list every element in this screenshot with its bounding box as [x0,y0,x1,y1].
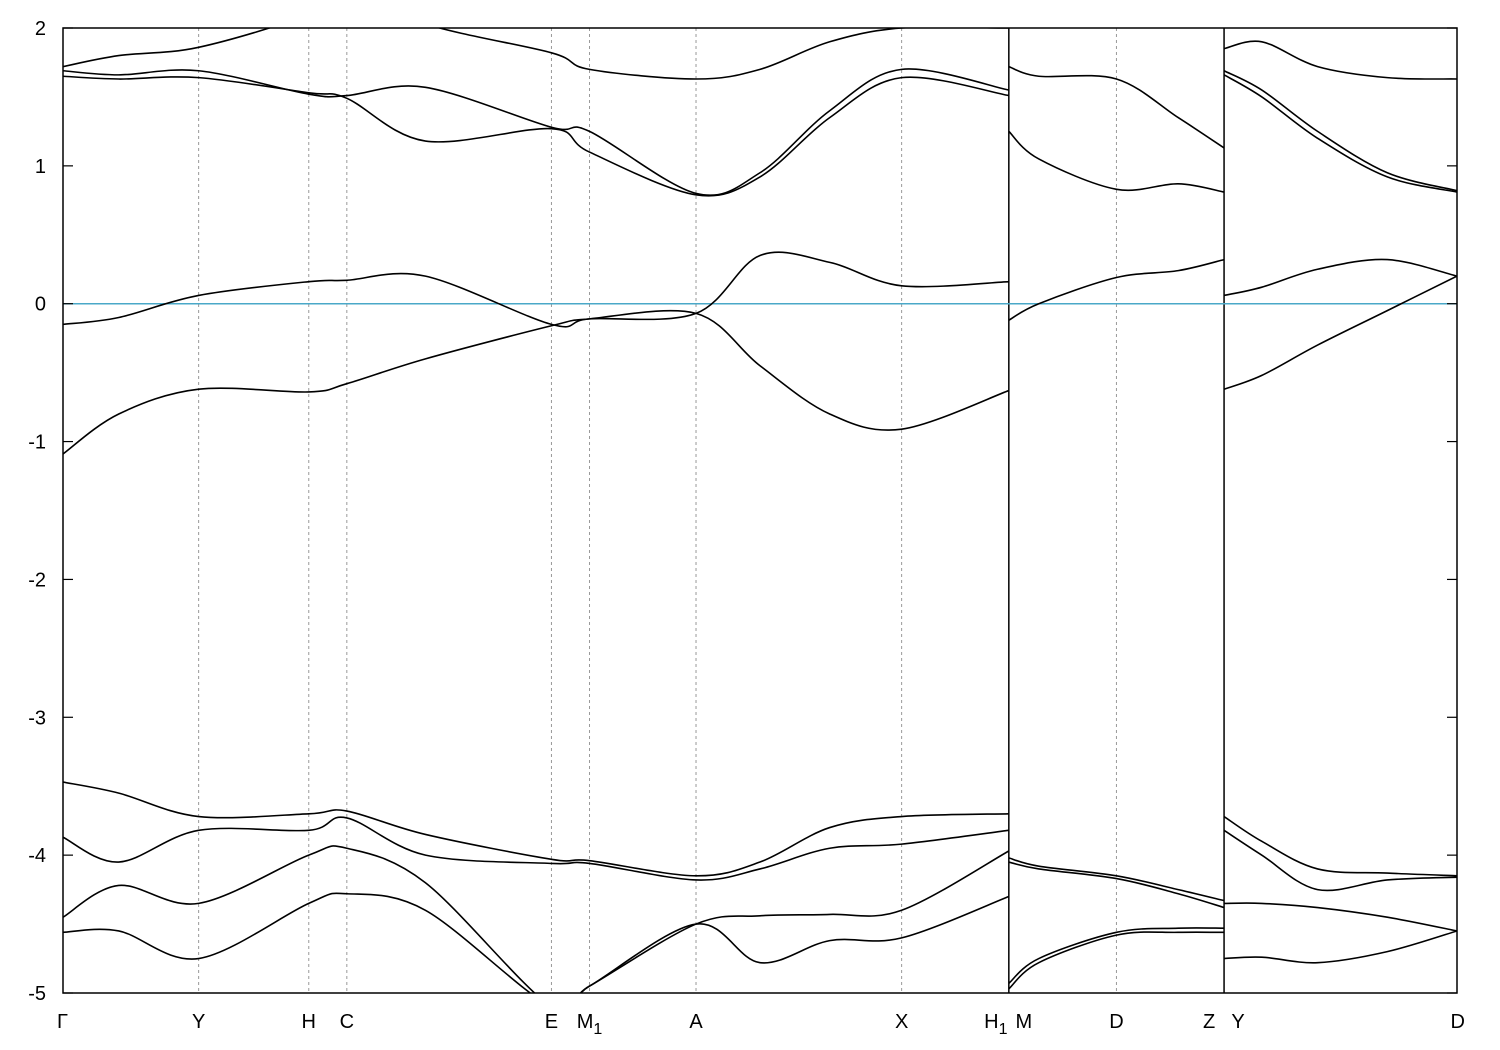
band-line [63,68,1009,196]
band-line [1008,861,1225,909]
band-line [1223,258,1457,297]
band-line [436,28,1009,80]
band-line [1223,829,1457,892]
x-tick-label: A [689,1011,703,1033]
x-tick-label: Y [1231,1011,1244,1033]
band-line [63,781,1009,877]
y-tick-label: -2 [28,569,46,591]
band-line [1223,40,1457,80]
y-tick-label: -3 [28,707,46,729]
y-tick-label: 0 [35,294,46,316]
frame-layer [62,27,1458,994]
x-tick-label: H [302,1011,316,1033]
band-line [63,816,1009,881]
y-tick-label: -1 [28,432,46,454]
band-line [1223,815,1457,877]
x-tick-label: M [1015,1011,1032,1033]
grid-layer [198,28,1225,993]
x-tick-label: M1 [577,1011,603,1038]
x-tick-label: Γ [57,1011,68,1033]
y-tick-label: 1 [35,156,46,178]
y-tick-label: 2 [35,18,46,40]
band-line [1224,930,1457,964]
y-tick-label: -5 [28,983,46,1005]
x-tick-label: X [895,1011,908,1033]
band-line [1223,70,1457,192]
band-line [1008,857,1225,902]
x-tick-label: E [545,1011,558,1033]
band-line [63,309,1010,455]
band-line [63,28,272,68]
band-line [1008,65,1225,149]
x-tick-label: D [1109,1011,1123,1033]
x-tick-label: H1 [984,1011,1007,1038]
plot-frame [62,27,1458,994]
band-line [1223,74,1457,193]
y-tick-labels: 2 1 0 -1 -2 -3 -4 -5 [28,18,1457,1005]
band-line [1008,927,1225,984]
band-line [1008,931,1225,990]
x-tick-labels: Γ Y H C E M1 A X H1 M D Z Y D [57,1011,1465,1038]
x-tick-label: C [340,1011,354,1033]
band-line [63,845,1010,993]
x-tick-label: Z [1203,1011,1215,1033]
band-line [1008,130,1225,193]
band-line [1223,275,1457,390]
bands-layer [63,28,1457,993]
x-tick-label: D [1451,1011,1465,1033]
y-tick-label: -4 [28,845,46,867]
band-line [1008,258,1225,321]
band-line [63,75,1009,197]
x-tick-label: Y [192,1011,205,1033]
band-line [63,892,1010,993]
band-line [63,251,1009,328]
band-line [1224,902,1457,932]
